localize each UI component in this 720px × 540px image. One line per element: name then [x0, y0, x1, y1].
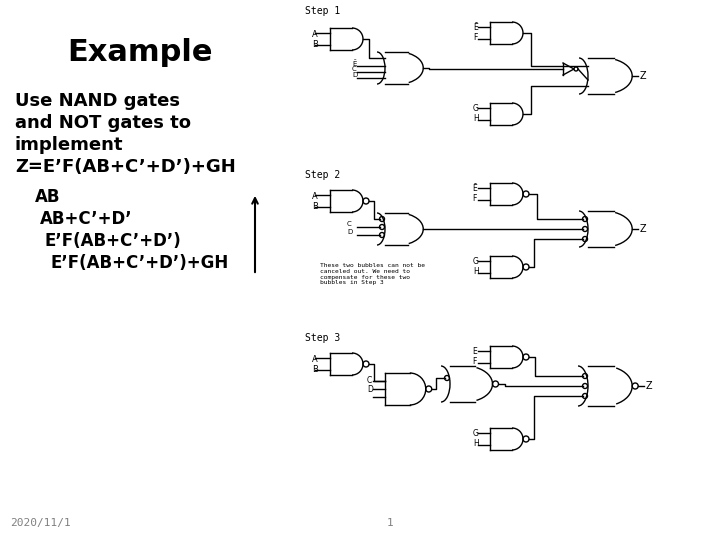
- Text: G: G: [473, 104, 479, 113]
- Text: F: F: [472, 357, 477, 366]
- Text: AB+C’+D’: AB+C’+D’: [40, 210, 132, 228]
- Text: G: G: [473, 257, 479, 266]
- Text: B: B: [312, 365, 318, 374]
- Text: B: B: [312, 202, 318, 211]
- Text: implement: implement: [15, 136, 124, 154]
- Text: AB: AB: [35, 188, 60, 206]
- Text: C: C: [367, 376, 372, 385]
- Text: H: H: [473, 114, 479, 123]
- Text: F: F: [473, 33, 477, 42]
- Text: These two bubbles can not be
canceled out. We need to
compensate for these two
b: These two bubbles can not be canceled ou…: [320, 263, 425, 286]
- Text: F: F: [472, 194, 477, 203]
- Text: D: D: [347, 229, 352, 235]
- Text: Use NAND gates: Use NAND gates: [15, 92, 180, 110]
- Text: E’F(AB+C’+D’)+GH: E’F(AB+C’+D’)+GH: [50, 254, 228, 272]
- Text: B: B: [312, 40, 318, 49]
- Text: A: A: [312, 30, 318, 39]
- Text: H: H: [473, 267, 479, 276]
- Text: Z: Z: [639, 224, 646, 234]
- Text: E’F(AB+C’+D’): E’F(AB+C’+D’): [45, 232, 181, 250]
- Text: D: D: [352, 72, 357, 78]
- Text: Ē: Ē: [352, 60, 356, 67]
- Text: E: E: [472, 347, 477, 356]
- Text: Step 2: Step 2: [305, 170, 341, 180]
- Text: Z: Z: [645, 381, 652, 391]
- Text: Example: Example: [67, 38, 212, 67]
- Text: G: G: [473, 429, 479, 438]
- Text: 2020/11/1: 2020/11/1: [10, 518, 71, 528]
- Text: Step 1: Step 1: [305, 6, 341, 16]
- Text: 1: 1: [387, 518, 393, 528]
- Text: H: H: [473, 439, 479, 448]
- Text: Ē: Ē: [472, 184, 477, 193]
- Text: and NOT gates to: and NOT gates to: [15, 114, 191, 132]
- Text: Z: Z: [639, 71, 646, 81]
- Text: Z=E’F(AB+C’+D’)+GH: Z=E’F(AB+C’+D’)+GH: [15, 158, 235, 176]
- Text: Ē: Ē: [473, 23, 478, 32]
- Text: A: A: [312, 192, 318, 201]
- Text: C: C: [347, 221, 352, 227]
- Text: D: D: [367, 385, 373, 394]
- Text: C: C: [352, 66, 356, 72]
- Text: Step 3: Step 3: [305, 333, 341, 343]
- Text: A: A: [312, 355, 318, 364]
